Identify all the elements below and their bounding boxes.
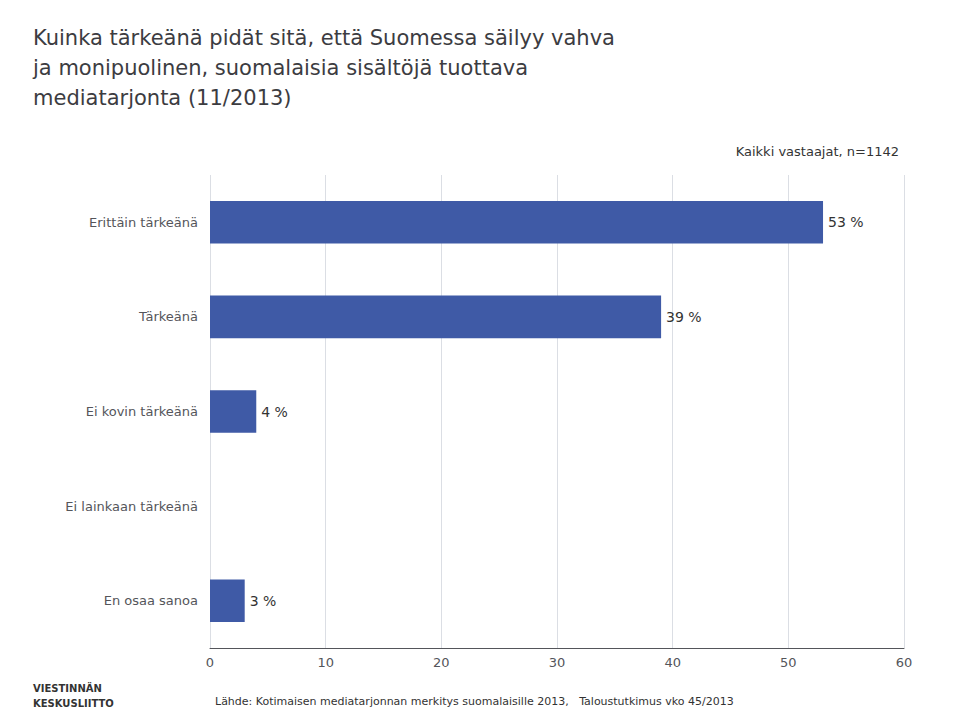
- svg-text:10: 10: [317, 655, 334, 670]
- svg-text:30: 30: [549, 655, 566, 670]
- svg-text:En osaa sanoa: En osaa sanoa: [104, 593, 198, 608]
- svg-text:Lähde: Kotimaisen mediatarjonn: Lähde: Kotimaisen mediatarjonnan merkity…: [215, 695, 734, 708]
- svg-text:60: 60: [896, 655, 913, 670]
- svg-text:Ei lainkaan tärkeänä: Ei lainkaan tärkeänä: [65, 499, 198, 514]
- svg-text:0: 0: [206, 655, 214, 670]
- svg-text:Kuinka tärkeänä pidät sitä, et: Kuinka tärkeänä pidät sitä, että Suomess…: [33, 26, 615, 50]
- svg-text:20: 20: [433, 655, 450, 670]
- svg-text:40: 40: [664, 655, 681, 670]
- svg-text:39 %: 39 %: [666, 309, 702, 325]
- svg-text:Ei kovin tärkeänä: Ei kovin tärkeänä: [86, 404, 198, 419]
- svg-text:ja monipuolinen, suomalaisia s: ja monipuolinen, suomalaisia sisältöjä t…: [32, 56, 528, 80]
- svg-text:53 %: 53 %: [828, 214, 864, 230]
- svg-text:Erittäin tärkeänä: Erittäin tärkeänä: [89, 215, 198, 230]
- svg-text:Kaikki vastaajat, n=1142: Kaikki vastaajat, n=1142: [736, 144, 899, 159]
- svg-text:50: 50: [780, 655, 797, 670]
- svg-text:4 %: 4 %: [261, 404, 288, 420]
- svg-text:VIESTINNÄN: VIESTINNÄN: [33, 681, 102, 694]
- svg-text:KESKUSLIITTO: KESKUSLIITTO: [33, 698, 114, 709]
- svg-text:mediatarjonta (11/2013): mediatarjonta (11/2013): [33, 86, 292, 110]
- svg-text:3 %: 3 %: [250, 593, 277, 609]
- svg-text:Tärkeänä: Tärkeänä: [138, 309, 198, 324]
